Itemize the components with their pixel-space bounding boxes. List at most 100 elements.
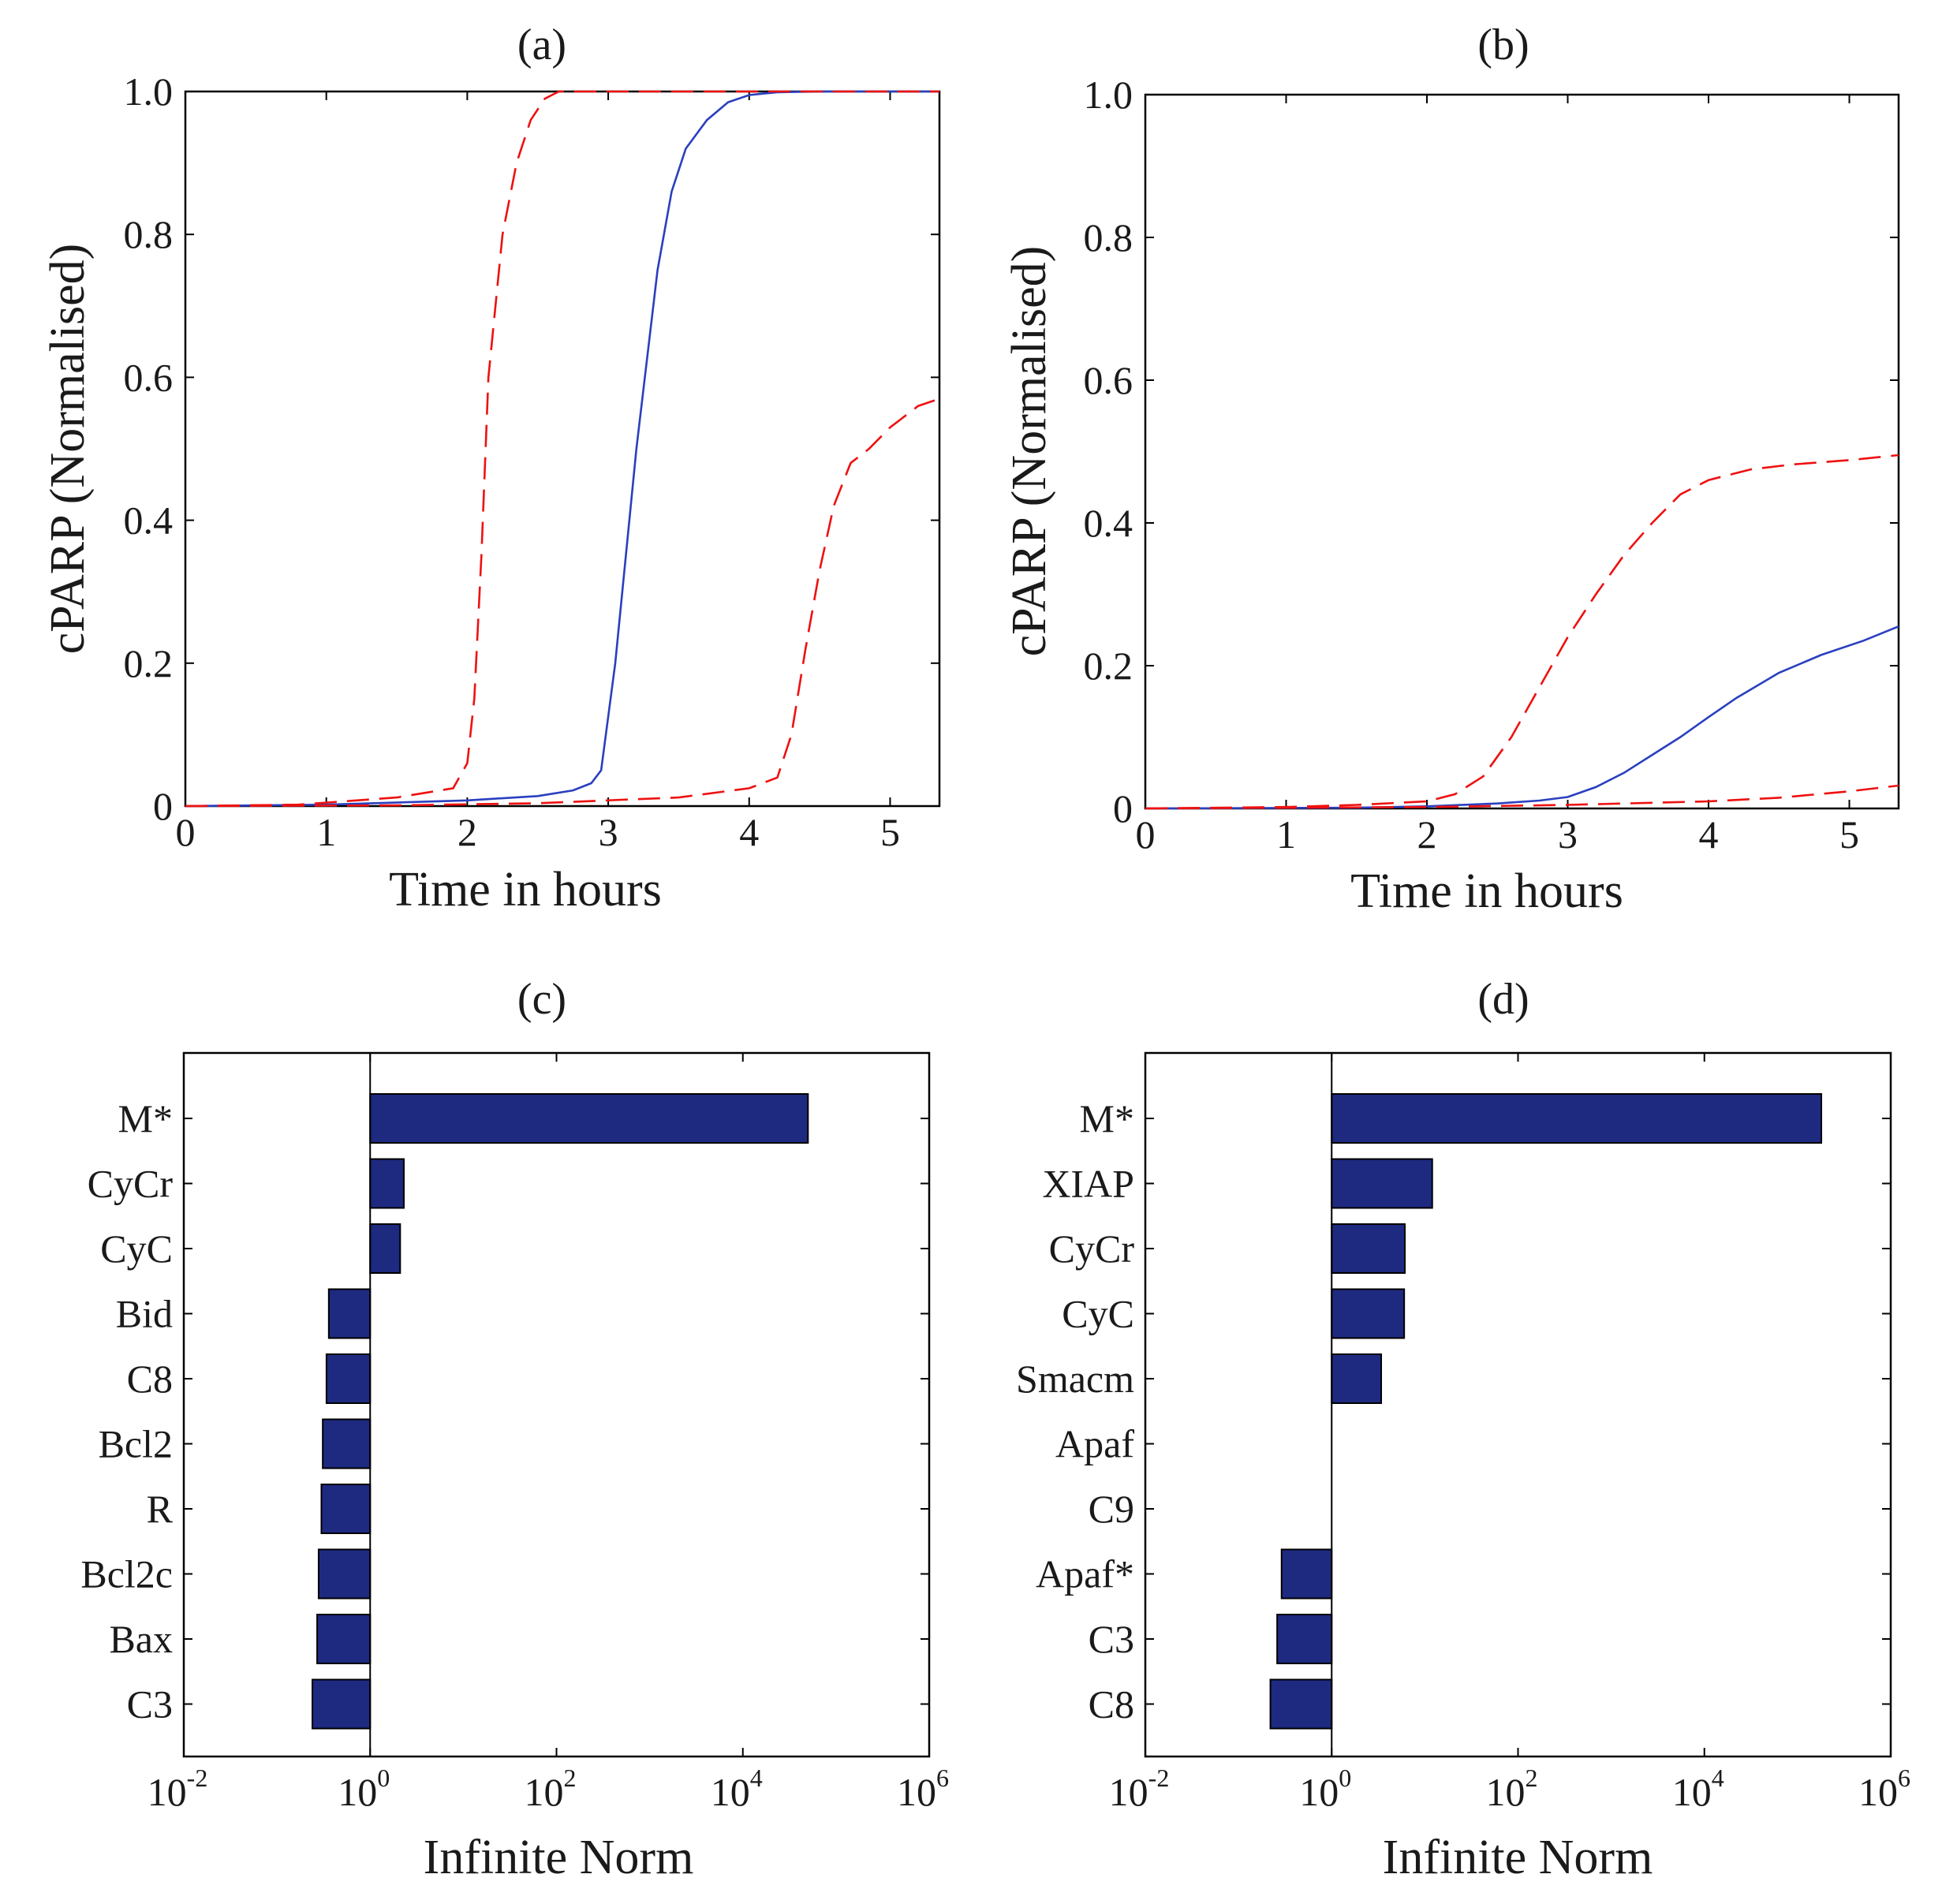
panel-c-category-label: Bcl2c: [80, 1552, 173, 1596]
panel-d-bar-c8: [1269, 1678, 1333, 1730]
panel-d-bar-cycr: [1331, 1223, 1406, 1274]
panel-a-plot-frame: [184, 90, 941, 808]
panel-c-bar-r: [320, 1484, 372, 1534]
panel-b: (b) 0 1 2 3 4 5 0 0.2 0.4 0.6 0.8 1.0 Time in hours…: [1003, 21, 1900, 918]
panel-b-plot-frame: [1144, 93, 1900, 810]
panel-d-category-label: C8: [1089, 1682, 1134, 1727]
panel-b-xlabel: Time in hours: [1350, 864, 1623, 918]
panel-b-lines: [1145, 454, 1899, 810]
panel-c-category-label: C3: [127, 1682, 173, 1727]
panel-b-ytick-label: 1.0: [1084, 73, 1133, 117]
panel-b-xtick-label: 2: [1417, 812, 1437, 857]
panel-d-bar-apafstar: [1280, 1548, 1333, 1600]
panel-a-xtick-label: 3: [599, 810, 618, 854]
panel-d-category-label: Smacm: [1016, 1357, 1134, 1401]
panel-a-lines: [185, 90, 940, 808]
panel-d-category-label: XIAP: [1042, 1162, 1134, 1206]
panel-d-category-label: C3: [1089, 1617, 1134, 1661]
panel-a-series-nominal: [185, 90, 939, 808]
panel-d-bar-cyc: [1331, 1288, 1406, 1339]
panel-a-ytick-label: 0: [153, 784, 173, 828]
panel-d-bar-xiap: [1331, 1158, 1433, 1209]
panel-b-ytick-label: 0.4: [1084, 501, 1133, 545]
panel-a-ticks: 0 1 2 3 4 5 0 0.2 0.4 0.6 0.8 1.0: [124, 69, 939, 854]
panel-c-category-label: CyCr: [88, 1162, 174, 1206]
panel-c-bar-c8: [325, 1353, 372, 1404]
panel-b-series-nominal: [1145, 625, 1899, 810]
panel-c-xlabel: Infinite Norm: [424, 1831, 694, 1884]
panel-a-xtick-label: 0: [176, 810, 196, 854]
panel-b-xtick-label: 1: [1276, 812, 1296, 857]
panel-c-bars: [312, 1053, 809, 1757]
panel-d-xtick-label: 10-2: [1109, 1764, 1170, 1814]
panel-d-category-label: Apaf*: [1036, 1552, 1134, 1596]
panel-a-title: (a): [517, 21, 566, 69]
panel-b-xtick-label: 5: [1839, 812, 1859, 857]
panel-d-xtick-label: 102: [1486, 1764, 1538, 1814]
panel-a-ylabel: cPARP (Normalised): [41, 244, 95, 655]
panel-c-bar-cyc: [369, 1223, 401, 1274]
panel-c-category-label: C8: [127, 1357, 173, 1401]
panel-b-xtick-label: 0: [1136, 812, 1156, 857]
panel-d-plot-frame: [1144, 1051, 1892, 1758]
panel-a: (a) 0 1 2 3 4 5 0 0.2 0.4 0.6 0.8 1.0 Time in hours…: [41, 21, 941, 917]
panel-d-xtick-label: 100: [1299, 1764, 1351, 1814]
panel-c-category-label: CyC: [100, 1226, 173, 1271]
panel-b-series-lower-bound: [1145, 784, 1899, 810]
panel-c-bar-bcl2c: [317, 1548, 372, 1600]
panel-c-category-label: R: [147, 1487, 174, 1531]
panel-d-bar-smacm: [1331, 1353, 1383, 1404]
panel-b-title: (b): [1477, 21, 1529, 69]
panel-a-ytick-label: 0.4: [124, 498, 174, 543]
panel-a-ytick-label: 0.6: [124, 355, 174, 399]
panel-d-category-label: M*: [1080, 1096, 1134, 1141]
panel-d-bar-c3: [1276, 1614, 1333, 1664]
panel-c-xtick-label: 104: [711, 1764, 763, 1814]
panel-a-series-lower-bound: [185, 398, 940, 808]
panel-d-bars: [1269, 1053, 1823, 1757]
panel-b-xtick-label: 4: [1699, 812, 1719, 857]
panel-a-xtick-label: 4: [739, 810, 759, 854]
panel-b-ytick-label: 0: [1113, 786, 1133, 831]
panel-d-xtick-label: 106: [1858, 1764, 1910, 1814]
panel-c-xtick-label: 102: [525, 1764, 577, 1814]
panel-b-series-upper-bound: [1145, 454, 1899, 810]
panel-b-xtick-label: 3: [1558, 812, 1578, 857]
panel-d-category-label: CyC: [1062, 1292, 1134, 1336]
panel-b-ytick-label: 0.8: [1084, 215, 1133, 259]
panel-d-xlabel: Infinite Norm: [1383, 1831, 1653, 1884]
panel-b-ytick-label: 0.2: [1084, 644, 1133, 688]
panel-c: (c) 10-2 100 102 104 106M*CyCrCyCBidC8Bcl2RB…: [80, 975, 949, 1884]
panel-a-xlabel: Time in hours: [389, 863, 662, 917]
panel-c-bar-bid: [327, 1288, 372, 1339]
panel-d-ticks: 10-2 100 102 104 106 M* XIAP CyCr CyC Smacm Apaf C9…: [1016, 1053, 1910, 1814]
panel-c-xtick-label: 10-2: [148, 1764, 208, 1814]
panel-c-bar-bcl2: [322, 1418, 372, 1469]
panel-c-xtick-label: 106: [897, 1764, 949, 1814]
panel-d-bar-mstar: [1331, 1093, 1823, 1144]
panel-c-category-label: Bax: [109, 1617, 173, 1661]
panel-c-bar-bax: [316, 1614, 372, 1664]
panel-c-bar-mstar: [369, 1093, 809, 1144]
panel-c-category-label: Bcl2: [99, 1422, 173, 1466]
panel-c-plot-frame: [182, 1051, 931, 1758]
panel-a-ytick-label: 0.2: [124, 641, 174, 685]
panel-d: (d) 10-2 100 102 104 106 M* XIAP CyCr CyC Smacm Ap…: [1016, 975, 1910, 1884]
panel-c-bar-c3: [312, 1678, 372, 1730]
panel-c-category-label: Bid: [116, 1292, 173, 1336]
panel-d-title: (d): [1477, 975, 1529, 1024]
panel-c-ticks: 10-2 100 102 104 106 M* CyCr CyC Bid C8 Bcl2 R Bcl2c…: [80, 1053, 949, 1814]
panel-c-category-label: M*: [118, 1096, 173, 1141]
panel-d-xtick-label: 104: [1672, 1764, 1724, 1814]
panel-a-ytick-label: 0.8: [124, 212, 174, 256]
panel-c-title: (c): [517, 975, 566, 1024]
panel-a-xtick-label: 1: [316, 810, 336, 854]
panel-b-ytick-label: 0.6: [1084, 358, 1133, 402]
panel-d-category-label: CyCr: [1049, 1226, 1135, 1271]
panel-a-xtick-label: 5: [880, 810, 900, 854]
panel-d-category-label: Apaf: [1055, 1422, 1134, 1466]
panel-d-category-label: C9: [1089, 1487, 1134, 1531]
panel-c-bar-cycr: [369, 1158, 405, 1209]
panel-b-ticks: 0 1 2 3 4 5 0 0.2 0.4 0.6 0.8 1.0: [1084, 73, 1899, 857]
